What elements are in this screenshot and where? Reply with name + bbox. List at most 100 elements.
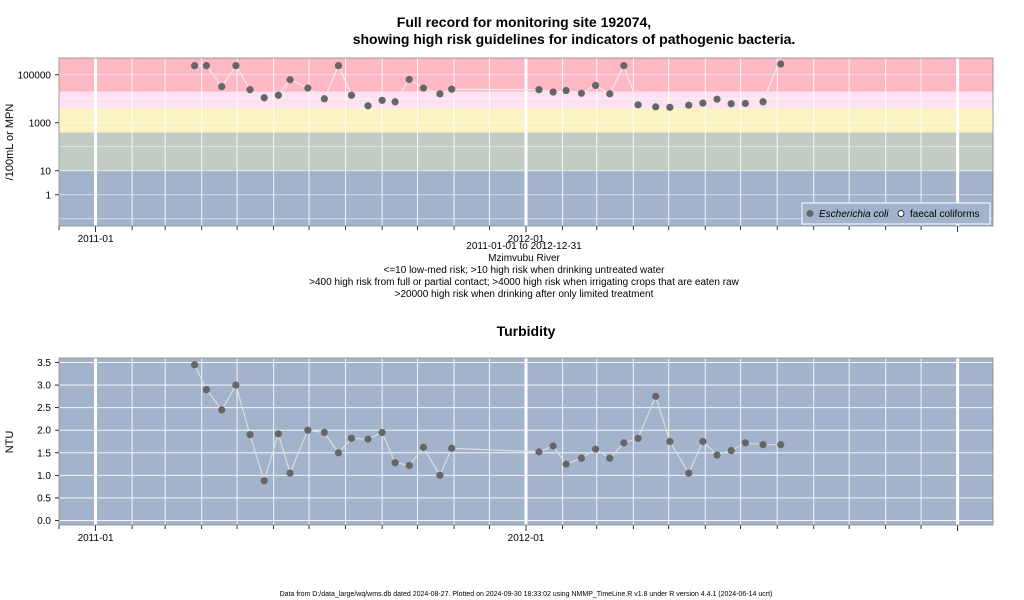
ecoli-point: [666, 103, 674, 111]
y-tick-label: 1000: [29, 118, 52, 129]
turbidity-point: [591, 445, 600, 453]
turbidity-point: [606, 454, 614, 462]
turbidity-point: [191, 361, 199, 369]
ecoli-point: [562, 86, 570, 95]
turbidity-point: [699, 437, 707, 446]
ecoli-point: [246, 86, 254, 94]
y-tick-label: 10: [40, 166, 52, 177]
turbidity-point: [685, 469, 693, 477]
turbidity-point: [347, 434, 356, 442]
ecoli-point: [699, 99, 707, 107]
x-tick-label: 2011-01: [78, 533, 114, 544]
ecoli-point: [378, 96, 386, 104]
ecoli-point: [577, 89, 586, 97]
legend-faecal-label: faecal coliforms: [910, 209, 979, 220]
x-tick-label: 2011-01: [78, 234, 114, 245]
turbidity-point: [620, 439, 628, 447]
ecoli-point: [535, 86, 543, 94]
ecoli-point: [713, 95, 721, 103]
ecoli-point: [274, 91, 282, 99]
info-date-range: 2011-01-01 to 2012-12-31: [466, 241, 582, 252]
turbidity-point: [304, 426, 312, 434]
ecoli-point: [634, 101, 642, 109]
turbidity-point: [577, 454, 586, 462]
turbidity-point: [202, 385, 211, 394]
turbidity-point: [274, 430, 282, 438]
turbidity-point: [364, 435, 372, 443]
ecoli-point: [549, 88, 557, 96]
turbidity-point: [405, 461, 413, 470]
turbidity-y-axis-label: NTU: [4, 431, 16, 454]
x-tick-label: 2012-01: [508, 234, 545, 245]
info-risk-1: <=10 low-med risk; >10 high risk when dr…: [384, 265, 666, 276]
y-tick-label: 0.0: [37, 516, 51, 527]
y-tick-label: 1.0: [37, 471, 51, 482]
info-river: Mzimvubu River: [488, 253, 560, 264]
ecoli-point: [448, 85, 456, 93]
y-tick-label: 2.0: [37, 426, 51, 437]
turbidity-point: [652, 392, 660, 400]
turbidity-point: [378, 428, 386, 437]
y-tick-label: 0.5: [37, 493, 51, 504]
ecoli-point: [777, 60, 785, 68]
turbidity-point: [286, 469, 294, 477]
chart-title-line2: showing high risk guidelines for indicat…: [353, 31, 796, 47]
bacteria-panel: 1 10 1000 100000 2011-01 2012-01: [18, 57, 994, 245]
legend-faecal-marker: [897, 210, 905, 217]
ecoli-point: [436, 90, 444, 98]
legend-box: [801, 202, 991, 225]
y-tick-label: 3.5: [37, 358, 51, 369]
turbidity-point: [334, 449, 343, 457]
y-tick-label: 2.5: [37, 403, 51, 414]
turbidity-point: [436, 471, 444, 479]
footer-note: Data from D:/data_large/wq/wms.db dated …: [280, 591, 773, 598]
turbidity-point: [419, 443, 428, 451]
plot-border: [58, 357, 994, 526]
ecoli-point: [759, 98, 767, 106]
x-tick-label: 2012-01: [508, 533, 545, 544]
y-tick-label: 100000: [18, 70, 52, 81]
turbidity-point: [232, 381, 240, 389]
ecoli-point: [727, 100, 735, 108]
ecoli-point: [606, 90, 614, 98]
turbidity-point: [727, 446, 735, 455]
ecoli-point: [391, 98, 399, 106]
turbidity-point: [549, 442, 557, 450]
turbidity-point: [777, 441, 785, 449]
bacteria-y-axis-label: /100mL or MPN: [4, 104, 16, 181]
ecoli-point: [405, 75, 413, 84]
turbidity-point: [634, 434, 642, 442]
turbidity-point: [246, 431, 254, 439]
ecoli-point: [202, 62, 211, 70]
ecoli-point: [191, 62, 199, 70]
ecoli-point: [741, 99, 749, 108]
y-tick-label: 3.0: [37, 381, 51, 392]
turbidity-point: [741, 439, 749, 447]
ecoli-point: [620, 62, 628, 70]
turbidity-panel: 0.0 0.5 1.0 1.5 2.0 2.5 3.0 3.5 2011-01 2012-01: [37, 357, 994, 544]
ecoli-point: [685, 101, 693, 109]
ecoli-point: [218, 83, 226, 91]
y-tick-label: 1: [45, 190, 51, 201]
info-risk-3: >20000 high risk when drinking after onl…: [395, 289, 654, 300]
turbidity-point: [391, 459, 399, 467]
ecoli-point: [286, 76, 294, 84]
info-risk-2: >400 high risk from full or partial cont…: [309, 277, 739, 288]
turbidity-point: [759, 441, 767, 449]
ecoli-point: [591, 81, 600, 90]
y-tick-label: 1.5: [37, 448, 51, 459]
legend: Escherichia coli faecal coliforms: [801, 202, 991, 225]
ecoli-point: [260, 94, 268, 102]
ecoli-point: [652, 103, 660, 111]
plot-border: [58, 57, 994, 227]
ecoli-point: [334, 62, 343, 70]
turbidity-point: [218, 406, 226, 414]
ecoli-point: [320, 95, 328, 103]
turbidity-point: [260, 477, 268, 485]
turbidity-point: [535, 448, 543, 456]
turbidity-line: [194, 364, 781, 483]
turbidity-point: [666, 437, 674, 446]
ecoli-point: [419, 84, 428, 92]
turbidity-title: Turbidity: [497, 323, 556, 339]
